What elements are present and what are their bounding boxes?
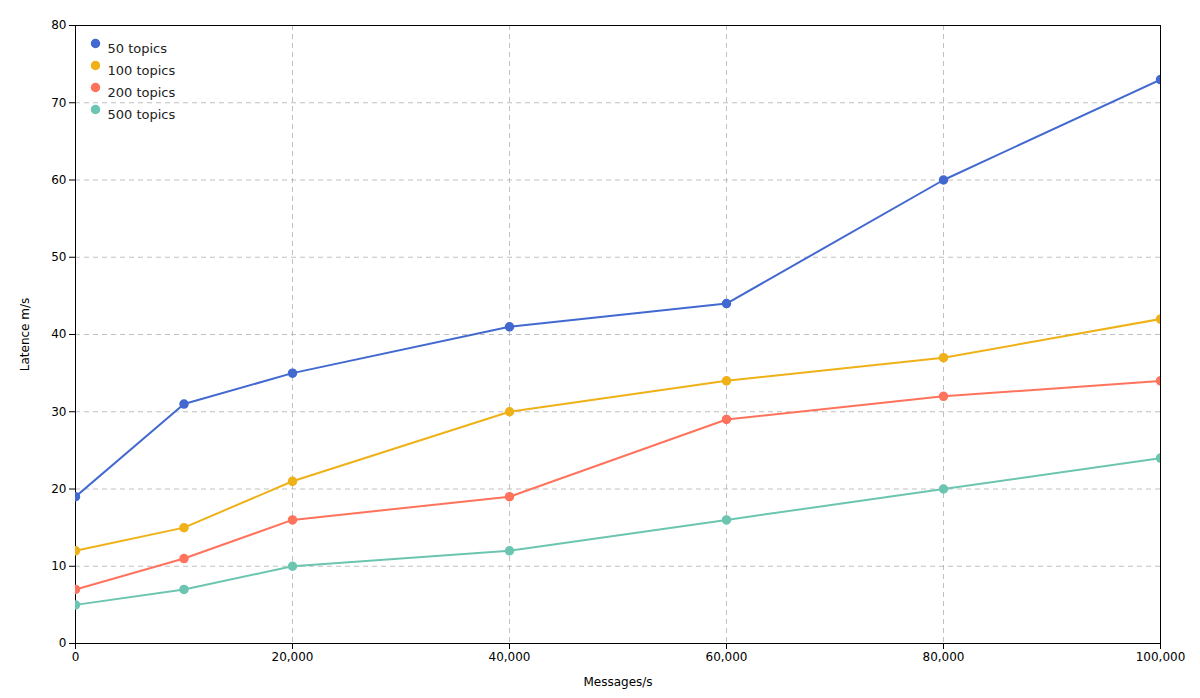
svg-text:0: 0 [59,636,67,650]
svg-text:40: 40 [51,327,66,341]
svg-text:50 topics: 50 topics [108,41,168,56]
svg-text:200 topics: 200 topics [108,85,176,100]
svg-text:20,000: 20,000 [272,650,314,664]
svg-text:80: 80 [51,18,66,32]
svg-text:60,000: 60,000 [706,650,748,664]
svg-text:80,000: 80,000 [923,650,965,664]
svg-text:10: 10 [51,559,66,573]
svg-text:70: 70 [51,96,66,110]
svg-text:50: 50 [51,250,66,264]
svg-text:Messages/s: Messages/s [583,675,652,689]
svg-text:Latence m/s: Latence m/s [18,298,32,372]
svg-text:30: 30 [51,405,66,419]
svg-text:500 topics: 500 topics [108,107,176,122]
svg-text:100 topics: 100 topics [108,63,176,78]
svg-text:0: 0 [72,650,80,664]
svg-text:20: 20 [51,482,66,496]
svg-text:40,000: 40,000 [489,650,531,664]
svg-text:60: 60 [51,173,66,187]
svg-text:100,000: 100,000 [1136,650,1186,664]
